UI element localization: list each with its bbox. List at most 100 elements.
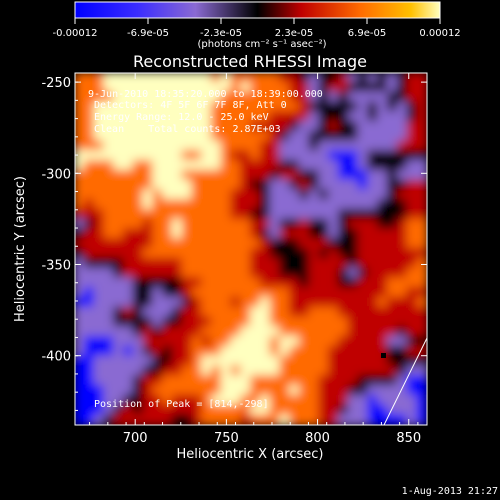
heatmap-cell: [377, 394, 389, 407]
heatmap-cell: [386, 248, 399, 260]
heatmap-cell: [230, 336, 243, 348]
heatmap-cell: [201, 336, 213, 348]
heatmap-cell: [259, 336, 272, 348]
heatmap-cell: [152, 306, 164, 319]
heatmap-cell: [142, 345, 155, 358]
heatmap-cell: [250, 199, 262, 211]
heatmap-cell: [338, 189, 350, 202]
annotation-block: 9-Jun-2010 18:35:20.000 to 18:39:00.000 …: [88, 89, 323, 135]
heatmap-cell: [142, 267, 155, 280]
heatmap-cell: [308, 218, 321, 231]
heatmap-cell: [318, 365, 331, 378]
heatmap-cell: [406, 316, 419, 329]
heatmap-cell: [367, 414, 380, 425]
heatmap-cell: [279, 150, 292, 162]
heatmap-cell: [367, 404, 380, 417]
heatmap-cell: [162, 120, 174, 133]
heatmap-cell: [318, 150, 331, 162]
heatmap-cell: [220, 169, 233, 182]
heatmap-cell: [171, 101, 184, 114]
heatmap-cell: [357, 208, 370, 221]
heatmap-cell: [132, 189, 145, 202]
heatmap-cell: [93, 384, 106, 397]
heatmap-cell: [152, 326, 164, 338]
heatmap-cell: [230, 150, 243, 162]
heatmap-cell: [250, 384, 262, 397]
heatmap-cell: [308, 238, 321, 250]
heatmap-cell: [250, 91, 262, 104]
heatmap-cell: [191, 208, 204, 221]
heatmap-cell: [210, 160, 223, 172]
heatmap-cell: [250, 189, 262, 202]
heatmap-cell: [93, 365, 106, 378]
heatmap-cell: [347, 238, 360, 250]
heatmap-cell: [93, 140, 106, 153]
heatmap-cell: [250, 228, 262, 241]
heatmap-cell: [201, 326, 213, 338]
heatmap-cell: [152, 404, 164, 417]
heatmap-cell: [416, 120, 427, 133]
heatmap-cell: [279, 267, 292, 280]
heatmap-cell: [328, 345, 340, 358]
heatmap-cell: [142, 238, 155, 250]
heatmap-cell: [377, 326, 389, 338]
heatmap-cell: [240, 375, 252, 387]
heatmap-cell: [191, 287, 204, 299]
heatmap-cell: [250, 316, 262, 329]
heatmap-cell: [113, 130, 125, 143]
heatmap-cell: [201, 179, 213, 192]
heatmap-cell: [367, 111, 380, 123]
heatmap-cell: [83, 208, 96, 221]
heatmap-cell: [93, 355, 106, 368]
heatmap-cell: [357, 73, 370, 84]
heatmap-cell: [406, 238, 419, 250]
heatmap-cell: [230, 179, 243, 192]
heatmap-cell: [201, 120, 213, 133]
heatmap-cell: [298, 199, 311, 211]
heatmap-cell: [83, 140, 96, 153]
heatmap-cell: [298, 130, 311, 143]
heatmap-cell: [171, 238, 184, 250]
heatmap-cell: [162, 140, 174, 153]
heatmap-cell: [83, 316, 96, 329]
heatmap-cell: [181, 130, 194, 143]
heatmap-cell: [103, 199, 116, 211]
heatmap-cell: [171, 384, 184, 397]
heatmap-cell: [386, 404, 399, 417]
heatmap-cell: [210, 130, 223, 143]
heatmap-cell: [416, 160, 427, 172]
heatmap-cell: [201, 160, 213, 172]
heatmap-cell: [386, 111, 399, 123]
heatmap-cell: [250, 277, 262, 290]
heatmap-cell: [103, 414, 116, 425]
heatmap-cell: [357, 81, 370, 94]
heatmap-cell: [103, 365, 116, 378]
heatmap-cell: [113, 394, 125, 407]
heatmap-cell: [132, 169, 145, 182]
heatmap-cell: [83, 277, 96, 290]
heatmap-cell: [386, 189, 399, 202]
heatmap-cell: [406, 120, 419, 133]
heatmap-cell: [347, 101, 360, 114]
heatmap-cell: [347, 375, 360, 387]
heatmap-cell: [240, 316, 252, 329]
colorbar-tick-label: -2.3e-05: [200, 28, 242, 39]
heatmap-cell: [250, 326, 262, 338]
heatmap-cell: [338, 199, 350, 211]
heatmap-cell: [259, 296, 272, 309]
heatmap-cell: [338, 296, 350, 309]
heatmap-cell: [386, 130, 399, 143]
heatmap-cell: [396, 73, 409, 84]
heatmap-cell: [338, 73, 350, 84]
heatmap-cell: [201, 228, 213, 241]
heatmap-cell: [191, 218, 204, 231]
heatmap-cell: [93, 345, 106, 358]
heatmap-cell: [269, 336, 282, 348]
heatmap-cell: [93, 267, 106, 280]
heatmap-cell: [298, 267, 311, 280]
heatmap-cell: [181, 277, 194, 290]
heatmap-cell: [230, 365, 243, 378]
heatmap-cell: [103, 345, 116, 358]
heatmap-cell: [338, 267, 350, 280]
heatmap-cell: [122, 306, 135, 319]
